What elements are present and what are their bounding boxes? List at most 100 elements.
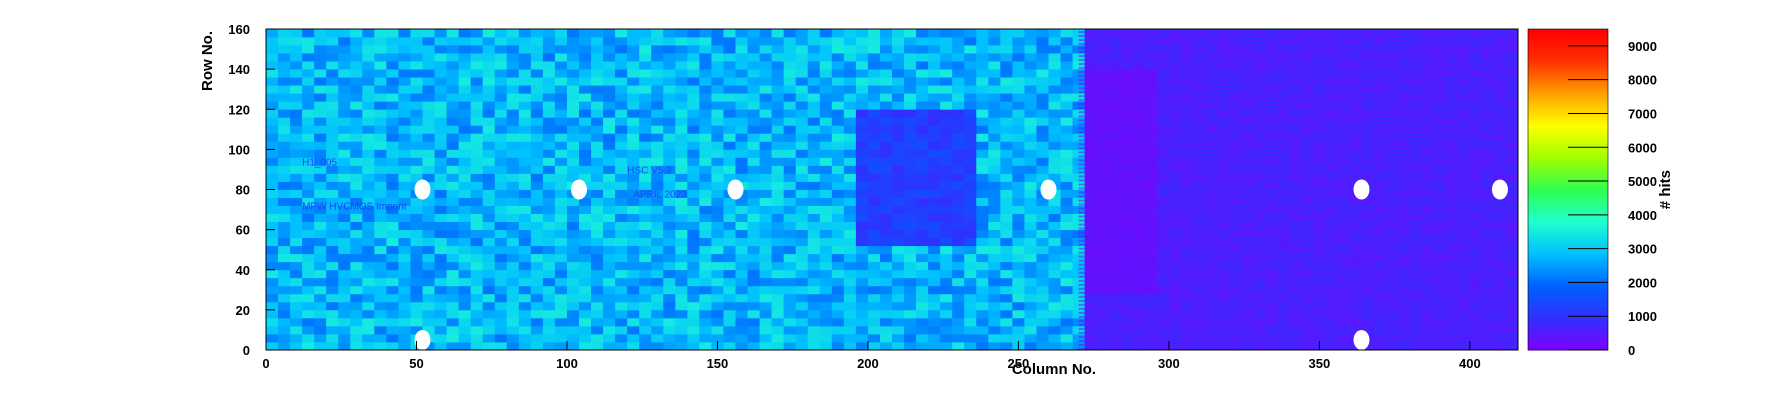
- heatmap-cell: [458, 61, 472, 70]
- heatmap-cell: [410, 53, 423, 62]
- heatmap-cell: [976, 29, 989, 38]
- heatmap-cell: [1313, 149, 1326, 158]
- heatmap-cell: [386, 181, 399, 190]
- heatmap-cell: [928, 301, 941, 311]
- heatmap-cell: [1469, 293, 1483, 303]
- heatmap-cell: [819, 269, 833, 279]
- heatmap-cell: [1120, 77, 1134, 86]
- heatmap-cell: [1277, 109, 1290, 118]
- palette-band: [1528, 272, 1608, 276]
- heatmap-cell: [1192, 245, 1206, 255]
- heatmap-cell: [699, 53, 712, 62]
- heatmap-cell: [843, 213, 857, 222]
- heatmap-cell: [470, 101, 484, 110]
- heatmap-cell: [952, 117, 965, 126]
- heatmap-cell: [867, 53, 881, 62]
- heatmap-cell: [976, 197, 989, 206]
- heatmap-cell: [314, 341, 327, 351]
- heatmap-cell: [542, 325, 556, 335]
- heatmap-cell: [1325, 181, 1338, 190]
- heatmap-cell: [1156, 149, 1170, 158]
- heatmap-cell: [1289, 221, 1302, 231]
- heatmap-cell: [1325, 205, 1338, 214]
- heatmap-cell: [1337, 261, 1350, 271]
- heatmap-cell: [928, 317, 941, 327]
- heatmap-cell: [566, 29, 580, 38]
- heatmap-cell: [1024, 253, 1037, 263]
- heatmap-cell: [446, 213, 460, 222]
- heatmap-cell: [566, 221, 580, 231]
- heatmap-cell: [1036, 133, 1049, 142]
- heatmap-cell: [928, 205, 941, 214]
- heatmap-cell: [1241, 293, 1254, 303]
- heatmap-cell: [1036, 165, 1049, 174]
- heatmap-cell: [470, 53, 484, 62]
- heatmap-cell: [867, 93, 881, 102]
- heatmap-cell: [1409, 301, 1423, 311]
- heatmap-cell: [398, 61, 411, 70]
- heatmap-cell: [314, 109, 327, 118]
- x-tick-label: 300: [1158, 356, 1180, 371]
- heatmap-cell: [687, 333, 700, 343]
- heatmap-cell: [1084, 141, 1098, 150]
- heatmap-cell: [663, 189, 676, 198]
- heatmap-cell: [1325, 325, 1338, 335]
- heatmap-cell: [1036, 157, 1049, 166]
- heatmap-cell: [1156, 269, 1170, 279]
- heatmap-cell: [988, 181, 1001, 190]
- heatmap-cell: [410, 325, 423, 335]
- heatmap-cell: [940, 69, 953, 78]
- heatmap-cell: [591, 237, 604, 247]
- heatmap-cell: [1313, 93, 1326, 102]
- heatmap-cell: [1469, 269, 1483, 279]
- heatmap-cell: [1397, 189, 1411, 198]
- heatmap-cell: [807, 77, 821, 86]
- heatmap-cell: [988, 101, 1001, 110]
- heatmap-cell: [1433, 37, 1447, 46]
- heatmap-cell: [1481, 109, 1495, 118]
- heatmap-cell: [988, 269, 1001, 279]
- heatmap-cell: [1337, 237, 1350, 247]
- heatmap-cell: [1084, 69, 1098, 78]
- heatmap-cell: [1072, 165, 1086, 174]
- heatmap-cell: [651, 69, 664, 78]
- heatmap-cell: [940, 301, 953, 311]
- heatmap-cell: [759, 277, 773, 287]
- heatmap-cell: [1505, 141, 1519, 150]
- heatmap-cell: [603, 333, 616, 343]
- heatmap-cell: [928, 173, 941, 182]
- heatmap-cell: [759, 317, 773, 327]
- heatmap-cell: [819, 149, 833, 158]
- heatmap-cell: [1168, 285, 1182, 295]
- heatmap-cell: [1493, 229, 1507, 239]
- heatmap-cell: [1277, 53, 1290, 62]
- heatmap-cell: [1120, 253, 1134, 263]
- heatmap-cell: [988, 277, 1001, 287]
- heatmap-cell: [506, 45, 520, 54]
- heatmap-cell: [374, 285, 387, 295]
- heatmap-cell: [1313, 173, 1326, 182]
- heatmap-cell: [398, 173, 411, 182]
- heatmap-cell: [1192, 141, 1206, 150]
- heatmap-cell: [1180, 61, 1194, 70]
- heatmap-cell: [916, 173, 929, 182]
- heatmap-cell: [1481, 333, 1495, 343]
- heatmap-cell: [1325, 173, 1338, 182]
- heatmap-cell: [1409, 277, 1423, 287]
- heatmap-cell: [1229, 181, 1242, 190]
- heatmap-cell: [940, 165, 953, 174]
- heatmap-cell: [603, 197, 616, 206]
- heatmap-cell: [422, 37, 435, 46]
- heatmap-cell: [1000, 165, 1013, 174]
- heatmap-cell: [326, 325, 339, 335]
- heatmap-cell: [819, 133, 833, 142]
- heatmap-cell: [928, 309, 941, 319]
- heatmap-cell: [1421, 45, 1435, 54]
- heatmap-cell: [1469, 61, 1483, 70]
- heatmap-cell: [819, 157, 833, 166]
- heatmap-cell: [723, 285, 736, 295]
- heatmap-cell: [783, 341, 797, 351]
- heatmap-cell: [579, 245, 592, 255]
- heatmap-cell: [627, 317, 640, 327]
- heatmap-cell: [1229, 253, 1242, 263]
